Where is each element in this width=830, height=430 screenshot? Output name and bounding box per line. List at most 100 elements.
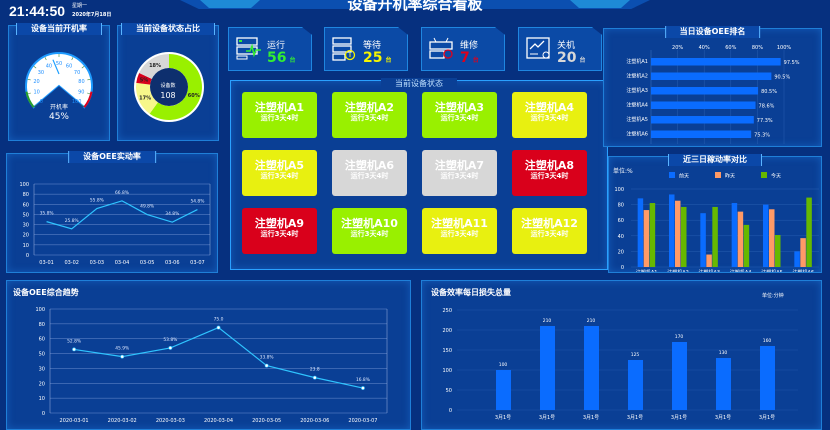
device-status: 运行3天4时 (440, 172, 479, 180)
y-tick-label: 注塑机A3 (626, 87, 648, 94)
gauge-tick-label: 100 (72, 99, 82, 105)
loss-total-chart: 0 50 100 150 200 250 100 3月1号 210 3月1号 210 3月1号 125 3… (442, 308, 798, 421)
device-status: 运行3天4时 (260, 172, 299, 180)
y-tick-label: 100 (442, 368, 452, 374)
bar (675, 200, 681, 267)
weekday: 星期一 (72, 3, 88, 9)
data-point (168, 346, 173, 350)
device-tile[interactable]: 注塑机A4 运行3天4时 (512, 92, 587, 138)
loss-total-panel: 设备效率每日损失总量 单位:分钟 0 50 100 150 200 250 100 3月1号 2… (421, 280, 822, 430)
x-tick-label: 3月1号 (715, 415, 731, 421)
donut-chart: 60% 17% 5% 18% (134, 52, 204, 122)
bar (651, 116, 754, 124)
device-status-panel: 当前设备状态 注塑机A1 运行3天4时 注塑机A2 运行3天4时 注塑机A3 运行3天4时… (230, 78, 608, 270)
device-status: 运行3天4时 (530, 230, 569, 238)
bar (716, 358, 731, 410)
panel-title: 设备当前开机率 (16, 23, 102, 35)
device-name: 注塑机A4 (524, 101, 575, 114)
gauge-tick (33, 66, 37, 69)
title-bar-decoration (180, 0, 650, 9)
y-tick-label: 100 (35, 307, 45, 313)
y-tick-label: 60 (23, 202, 29, 208)
status-card-3[interactable]: 关机 20 台 (518, 27, 602, 71)
data-label: 77.3% (757, 118, 773, 124)
x-tick-label: 03-01 (39, 260, 54, 266)
device-tile[interactable]: 注塑机A3 运行3天4时 (422, 92, 497, 138)
device-name: 注塑机A1 (254, 101, 305, 114)
donut-segment (136, 72, 152, 85)
status-card-1[interactable]: 等待 25 台 (324, 27, 408, 71)
y-tick-label: 60 (618, 218, 624, 224)
router-repair-icon (429, 37, 453, 59)
device-tile[interactable]: 注塑机A7 运行3天4时 (422, 150, 497, 196)
gauge-tick-label: 50 (56, 61, 62, 67)
unit-label: 单位:% (613, 168, 633, 175)
bar (628, 360, 643, 410)
device-tile[interactable]: 注塑机A6 运行3天4时 (332, 150, 407, 196)
data-label: 45.9% (115, 346, 129, 352)
device-tile[interactable]: 注塑机A1 运行3天4时 (242, 92, 317, 138)
data-label: 170 (675, 334, 684, 340)
y-tick-label: 10 (39, 396, 45, 402)
data-label: 54.8% (190, 199, 204, 205)
status-count: 25 台 (363, 50, 392, 66)
bar (651, 58, 781, 66)
device-tile[interactable]: 注塑机A8 运行3天4时 (512, 150, 587, 196)
bar (637, 198, 644, 267)
oee-rank-chart: 20% 40% 60% 80% 100% 注塑机A1 97.5% 注塑机A2 90.5% 注塑机A… (626, 45, 800, 144)
data-label: 75.3% (754, 133, 770, 139)
device-tile[interactable]: 注塑机A10 运行3天4时 (332, 208, 407, 254)
legend-swatch (761, 172, 767, 178)
legend-label: 今天 (771, 173, 781, 180)
donut-center-value: 108 (160, 91, 176, 100)
gauge-band-green (25, 91, 35, 108)
y-tick-label: 150 (442, 348, 452, 354)
bar (651, 72, 772, 80)
data-label: 53.8% (163, 337, 177, 343)
panel-title: 设备OEE综合趋势 (13, 288, 79, 297)
status-value: 7 (460, 50, 470, 66)
device-tile[interactable]: 注塑机A9 运行3天4时 (242, 208, 317, 254)
device-name: 注塑机A6 (344, 159, 395, 172)
bar (669, 194, 675, 267)
data-label: 160 (763, 338, 772, 344)
y-tick-label: 30 (23, 223, 29, 229)
donut-segment-label: 60% (188, 93, 200, 99)
device-tile[interactable]: 注塑机A5 运行3天4时 (242, 150, 317, 196)
device-tile[interactable]: 注塑机A11 运行3天4时 (422, 208, 497, 254)
y-tick-label: 60 (39, 337, 45, 343)
page-title: 设备开机率综合看板 (347, 0, 483, 13)
bar (649, 203, 656, 267)
device-tile[interactable]: 注塑机A12 运行3天4时 (512, 208, 587, 254)
gauge-tick-label: 30 (38, 70, 44, 76)
y-tick-label: 30 (39, 366, 45, 372)
x-tick-label: 2020-03-04 (204, 418, 233, 424)
data-point (120, 354, 125, 359)
status-card-0[interactable]: 运行 56 台 (228, 27, 312, 71)
data-label: 210 (587, 318, 596, 324)
y-tick-label: 注塑机A5 (626, 116, 648, 123)
series-line (73, 326, 364, 389)
gauge-panel: 设备当前开机率 0 10 20 30 40 50 60 70 80 90 100 开机率 45% (8, 23, 110, 141)
donut-segment-label: 5% (140, 78, 149, 84)
donut-segment-label: 17% (139, 95, 151, 101)
gauge-label: 开机率 (49, 104, 68, 111)
gauge-tick (87, 79, 91, 81)
device-tile[interactable]: 注塑机A2 运行3天4时 (332, 92, 407, 138)
device-status: 运行3天4时 (260, 230, 299, 238)
status-count: 56 台 (267, 50, 296, 66)
status-label: 等待 (363, 41, 382, 51)
oee-rank-panel: 当日设备OEE排名 20% 40% 60% 80% 100% 注塑机A1 97.5% 注塑机A… (603, 26, 822, 147)
bar (651, 101, 756, 109)
status-value: 20 (557, 50, 577, 66)
gauge-tick-label: 90 (78, 90, 84, 96)
gauge-tick-label: 60 (66, 63, 72, 69)
data-point (216, 325, 221, 330)
data-label: 35.8% (40, 211, 54, 217)
monitor-gear-icon (526, 37, 550, 59)
x-tick-label: 注塑机A5 (761, 269, 783, 272)
x-tick-label: 03-03 (90, 260, 105, 266)
